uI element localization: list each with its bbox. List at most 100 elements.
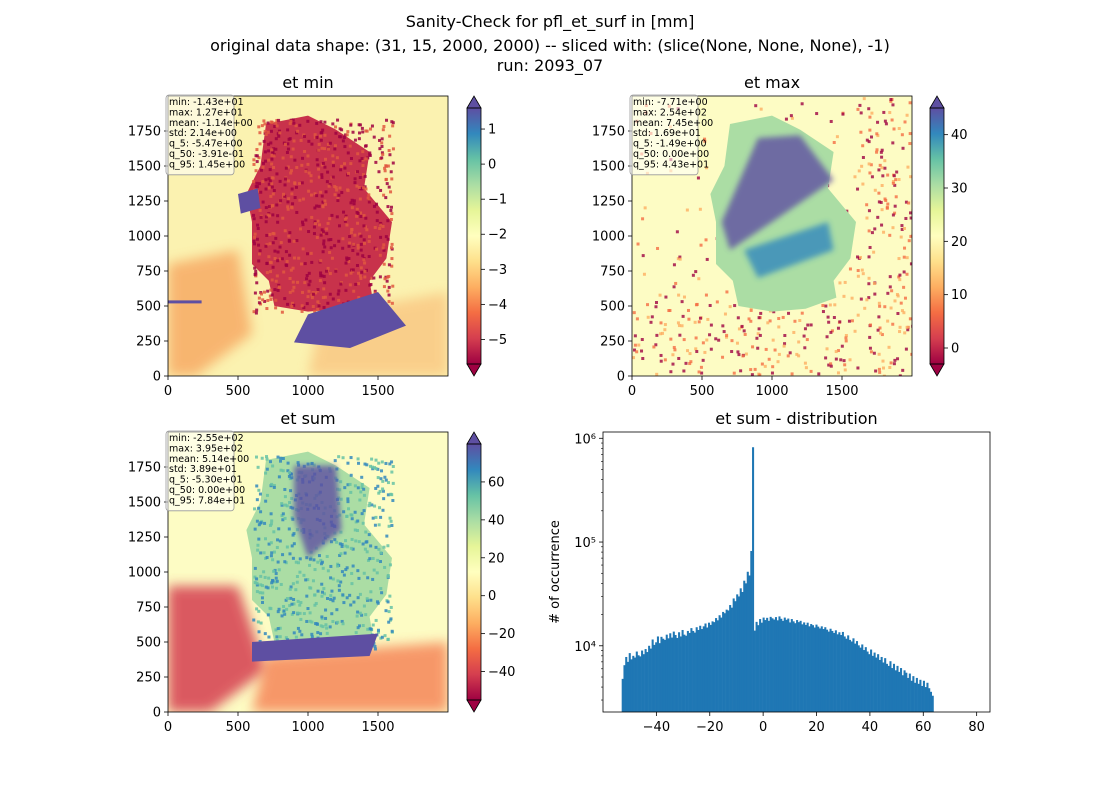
map-1-xtick-label: 500 <box>690 384 715 399</box>
colorbar-2-tick-label: 0 <box>488 589 496 604</box>
colorbar-1-tick-label: 10 <box>951 288 968 303</box>
histogram-bar <box>903 670 906 712</box>
histogram-bar <box>859 647 862 712</box>
histogram-bar <box>674 635 677 712</box>
histogram-xtick-label: 20 <box>808 720 825 735</box>
histogram-bar <box>850 641 853 712</box>
histogram-bar <box>743 580 746 712</box>
histogram-bar <box>767 620 770 712</box>
colorbar-0-tick-label: −5 <box>488 333 507 348</box>
histogram-bar <box>723 613 726 712</box>
histogram-bar <box>827 631 830 712</box>
histogram-bar <box>845 638 848 712</box>
histogram-bar <box>769 616 772 712</box>
histogram-bar <box>875 657 878 712</box>
histogram-bar <box>863 650 866 712</box>
histogram-bar <box>730 607 733 712</box>
histogram-bar <box>790 619 793 712</box>
histogram-bar <box>885 663 888 712</box>
histogram-bar <box>797 622 800 712</box>
histogram-bar <box>852 638 855 712</box>
histogram-bar <box>804 624 807 712</box>
histogram-bar <box>884 658 887 712</box>
histogram-bar <box>750 550 753 712</box>
histogram-title: et sum - distribution <box>715 409 877 428</box>
histogram-bar <box>676 637 679 712</box>
histogram-bar <box>656 636 659 712</box>
histogram-bar <box>725 609 728 712</box>
histogram-bar <box>871 655 874 712</box>
histogram-bar <box>718 615 721 712</box>
histogram-bar <box>905 672 908 712</box>
histogram-bar <box>908 673 911 712</box>
map-0-ytick-label: 1000 <box>128 230 161 245</box>
colorbar-1-extend-min <box>929 363 945 377</box>
colorbar-1-tick-label: 40 <box>951 128 968 143</box>
histogram-bar <box>900 668 903 712</box>
histogram-xtick-label: −40 <box>643 720 670 735</box>
histogram-bar <box>685 635 688 712</box>
histogram-bar <box>760 622 763 712</box>
histogram-xtick-label: 40 <box>862 720 879 735</box>
histogram-bar <box>746 571 749 712</box>
histogram-bar <box>822 629 825 712</box>
histogram-bar <box>915 677 918 712</box>
map-1-ytick-label: 1000 <box>592 230 625 245</box>
histogram-bar <box>711 621 714 712</box>
histogram-bar <box>848 639 851 712</box>
map-2-ytick-label: 1250 <box>128 531 161 546</box>
histogram-bar <box>780 618 783 712</box>
colorbar-0-tick-label: −2 <box>488 228 507 243</box>
histogram-bar <box>901 675 904 712</box>
histogram-bar <box>637 655 640 712</box>
histogram-bar <box>928 688 931 712</box>
histogram-bar <box>695 627 698 712</box>
histogram-bar <box>655 642 658 712</box>
histogram-bar <box>833 632 836 712</box>
histogram-bar <box>787 618 790 712</box>
map-2-xtick-label: 1500 <box>361 720 394 735</box>
histogram-bar <box>764 620 767 712</box>
map-1-stat-line: max: 2.54e+02 <box>633 107 707 118</box>
map-0-ytick-label: 750 <box>136 265 161 280</box>
histogram-bar <box>866 651 869 712</box>
map-2-xtick-label: 1000 <box>291 720 324 735</box>
histogram-bar <box>889 661 892 712</box>
histogram-bar <box>771 618 774 712</box>
map-1-ytick-label: 1250 <box>592 195 625 210</box>
map-1-ytick-label: 1500 <box>592 160 625 175</box>
map-0-ytick-label: 0 <box>153 370 161 385</box>
histogram-bar <box>713 622 716 712</box>
map-0-ytick-label: 1250 <box>128 195 161 210</box>
histogram-bar <box>679 636 682 712</box>
colorbar-2-extend-max <box>466 431 482 445</box>
histogram-xtick-label: −20 <box>696 720 723 735</box>
histogram-bar <box>625 656 628 712</box>
figure-title-line-3: run: 2093_07 <box>496 56 604 75</box>
map-1-stat-line: q_5: -1.49e+00 <box>633 139 707 150</box>
histogram-bar <box>799 620 802 712</box>
colorbar-2-tick-label: 20 <box>488 551 505 566</box>
histogram-bar <box>896 665 899 712</box>
histogram-bar <box>722 611 725 712</box>
histogram-bar <box>669 633 672 712</box>
map-1-title: et max <box>744 73 800 92</box>
map-0-stat-line: mean: -1.14e+00 <box>169 118 253 129</box>
histogram-bar <box>700 629 704 712</box>
histogram-bar <box>621 678 624 712</box>
figure-title-line-2: original data shape: (31, 15, 2000, 2000… <box>210 36 890 55</box>
map-1-ytick-label: 500 <box>600 300 625 315</box>
histogram-bar <box>639 656 642 712</box>
histogram-bar <box>704 623 707 712</box>
histogram-frame <box>602 431 991 713</box>
histogram-bar <box>737 596 741 712</box>
histogram-bar <box>641 650 644 712</box>
histogram-bar <box>741 591 744 712</box>
histogram-bar <box>815 624 818 712</box>
map-2-stat-line: q_50: 0.00e+00 <box>169 485 245 496</box>
map-2-stat-line: max: 3.95e+02 <box>169 443 243 454</box>
histogram-bar <box>706 627 709 712</box>
histogram-bar <box>808 626 811 712</box>
histogram-bar <box>892 663 896 712</box>
